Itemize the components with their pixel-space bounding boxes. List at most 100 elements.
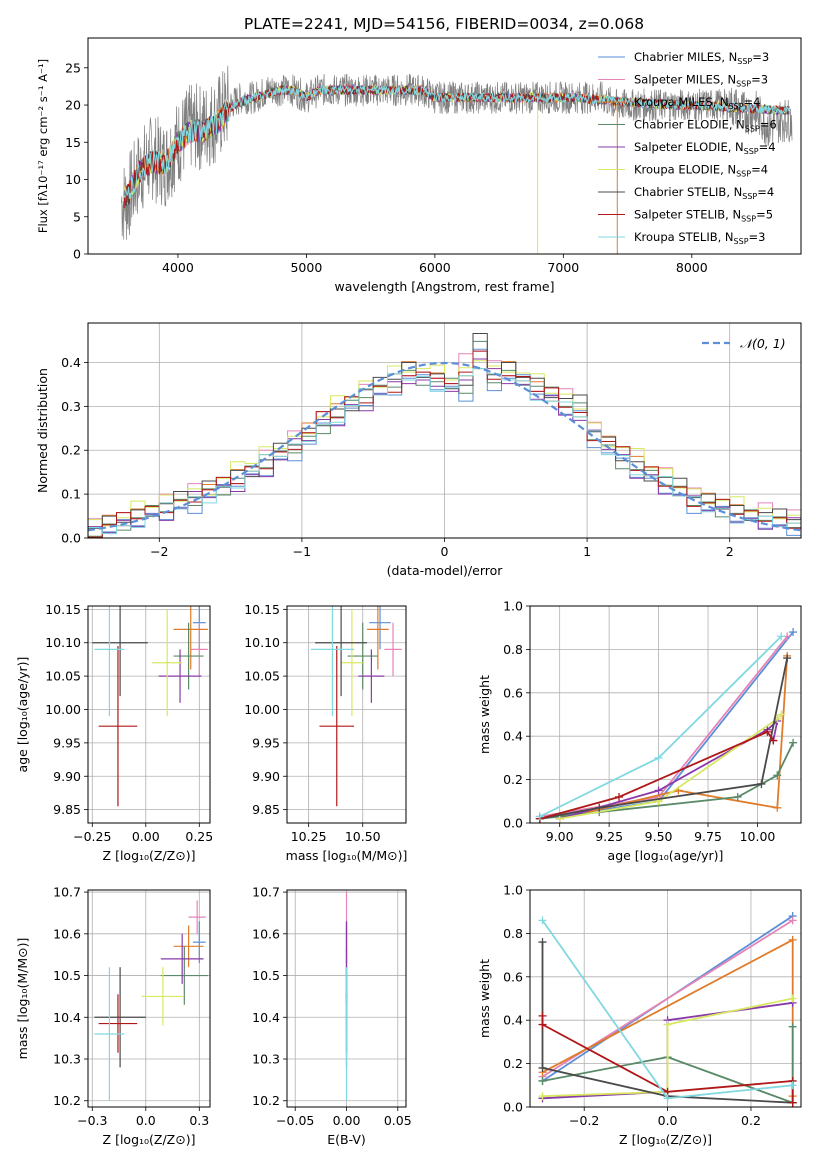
y-tick-label: 15: [65, 135, 81, 150]
x-tick-label: 9.75: [694, 829, 722, 844]
mass-weight-line: [539, 631, 794, 820]
y-tick-label: 10.6: [53, 926, 81, 941]
y-tick-label: 0.4: [503, 1013, 523, 1028]
x-tick-label: 0.2: [741, 1113, 761, 1128]
y-tick-label: 10.10: [244, 635, 280, 650]
mass-weight-marker: [538, 916, 547, 925]
x-axis-label: Z [log₁₀(Z/Z⊙)]: [103, 1132, 196, 1147]
y-tick-label: 0.2: [503, 772, 523, 787]
mass-weight-marker: [769, 736, 778, 745]
y-tick-label: 10.10: [45, 635, 81, 650]
plot-frame: [87, 889, 211, 1108]
y-tick-label: 10.2: [53, 1093, 81, 1108]
x-tick-label: 10.50: [345, 829, 381, 844]
x-tick-label: −0.25: [73, 829, 111, 844]
mass-weight-line: [541, 942, 793, 1104]
x-tick-label: 0: [441, 544, 449, 559]
mass-weight-marker: [615, 792, 624, 801]
panel-8: −0.2 0.0 0.2 0.0 0.2 0.4 0.6 0.8 1.0 Z [log₁₀(Z/Z…: [477, 883, 802, 1147]
residual-histogram: [88, 350, 801, 538]
y-tick-label: 20: [65, 98, 81, 113]
y-tick-label: 10.15: [45, 602, 81, 617]
y-tick-label: 0.3: [61, 399, 81, 414]
y-axis-label: age [log₁₀(age/yr)]: [15, 657, 30, 773]
x-tick-label: 1: [583, 544, 591, 559]
y-tick-label: 0.2: [61, 443, 81, 458]
plot-frame: [286, 605, 407, 824]
x-axis-label: wavelength [Angstrom, rest frame]: [334, 279, 554, 294]
y-axis-label: Normed distribution: [35, 368, 50, 493]
x-tick-label: 0.0: [136, 1113, 156, 1128]
y-tick-label: 0: [73, 247, 81, 262]
x-tick-label: 6000: [419, 260, 451, 275]
y-axis-label: mass [log₁₀(M/M⊙)]: [15, 938, 30, 1060]
y-tick-label: 10.3: [252, 1052, 280, 1067]
plot-area: [88, 333, 801, 538]
mass-weight-marker: [595, 803, 604, 812]
y-tick-label: 9.95: [53, 735, 81, 750]
y-tick-label: 10: [65, 172, 81, 187]
x-tick-label: 0.00: [132, 829, 160, 844]
plot-area: [121, 65, 793, 254]
mass-weight-marker: [663, 1020, 672, 1029]
mass-weight-marker: [788, 935, 797, 944]
x-axis-label: mass [log₁₀(M/M⊙)]: [286, 848, 408, 863]
y-axis-label: mass weight: [477, 959, 492, 1038]
y-tick-label: 10.2: [252, 1093, 280, 1108]
mass-weight-marker: [773, 771, 782, 780]
y-tick-label: 10.7: [252, 885, 280, 900]
y-tick-label: 9.85: [252, 802, 280, 817]
y-tick-label: 9.90: [53, 769, 81, 784]
y-tick-label: 0.4: [503, 729, 523, 744]
panel-1: 4000 5000 6000 7000 8000 0 5 10 15 20 25 wavelength…: [36, 37, 802, 294]
mass-weight-marker: [757, 779, 766, 788]
mass-weight-marker: [663, 1094, 672, 1103]
x-axis-label: Z [log₁₀(Z/Z⊙)]: [103, 848, 196, 863]
x-tick-label: 0.00: [333, 1113, 361, 1128]
x-tick-label: −0.3: [77, 1113, 107, 1128]
x-axis-label: Z [log₁₀(Z/Z⊙)]: [619, 1132, 712, 1147]
x-axis-label: age [log₁₀(age/yr)]: [608, 848, 724, 863]
mass-weight-marker: [789, 738, 798, 747]
residual-histogram: [88, 360, 801, 527]
legend-entry: 𝒩(0, 1): [740, 336, 786, 351]
panel-5: 9.00 9.25 9.50 9.75 10.00 0.0 0.2 0.4 0.6 0.8 1.0 a…: [477, 599, 802, 863]
mass-weight-line: [539, 742, 794, 820]
mass-weight-marker: [555, 814, 564, 823]
mass-weight-marker: [763, 727, 772, 736]
mass-weight-marker: [538, 938, 547, 947]
y-tick-label: 0.4: [61, 355, 81, 370]
mass-weight-marker: [773, 803, 782, 812]
figure-title: PLATE=2241, MJD=54156, FIBERID=0034, z=0…: [244, 15, 644, 33]
mass-weight-marker: [777, 632, 786, 641]
y-tick-label: 10.7: [53, 885, 81, 900]
x-tick-label: 2: [726, 544, 734, 559]
x-tick-label: −0.05: [276, 1113, 314, 1128]
y-tick-label: 0.2: [503, 1056, 523, 1071]
mass-weight-marker: [788, 916, 797, 925]
mass-weight-line: [542, 1026, 794, 1104]
panel-4: 10.25 10.50 9.85 9.90 9.95 10.00 10.05 10.10 10.…: [244, 602, 408, 863]
data-spectrum-line: [121, 65, 793, 240]
plot-area: [310, 606, 402, 807]
x-axis-label: (data-model)/error: [387, 563, 504, 578]
mass-weight-marker: [783, 654, 792, 663]
y-tick-label: 9.95: [252, 735, 280, 750]
panel-3: −0.25 0.00 0.25 9.85 9.90 9.95 10.00 10.05 10.10…: [15, 602, 213, 863]
legend: Chabrier MILES, NSSP=3 Salpeter MILES, NS…: [598, 50, 777, 246]
y-tick-label: 0.8: [503, 926, 523, 941]
y-tick-label: 25: [65, 60, 81, 75]
plot-frame: [529, 605, 802, 824]
y-tick-label: 10.4: [252, 1010, 280, 1025]
legend-entry: Salpeter MILES, NSSP=3: [634, 73, 768, 89]
mass-weight-marker: [788, 1022, 797, 1031]
x-tick-label: 9.50: [645, 829, 673, 844]
plot-frame: [286, 889, 407, 1108]
y-tick-label: 1.0: [503, 883, 523, 898]
mass-weight-line: [539, 657, 789, 820]
x-tick-label: −0.2: [569, 1113, 599, 1128]
mass-weight-marker: [788, 1081, 797, 1090]
x-tick-label: 0.3: [189, 1113, 209, 1128]
x-tick-label: −2: [150, 544, 168, 559]
mass-weight-line: [559, 713, 782, 820]
